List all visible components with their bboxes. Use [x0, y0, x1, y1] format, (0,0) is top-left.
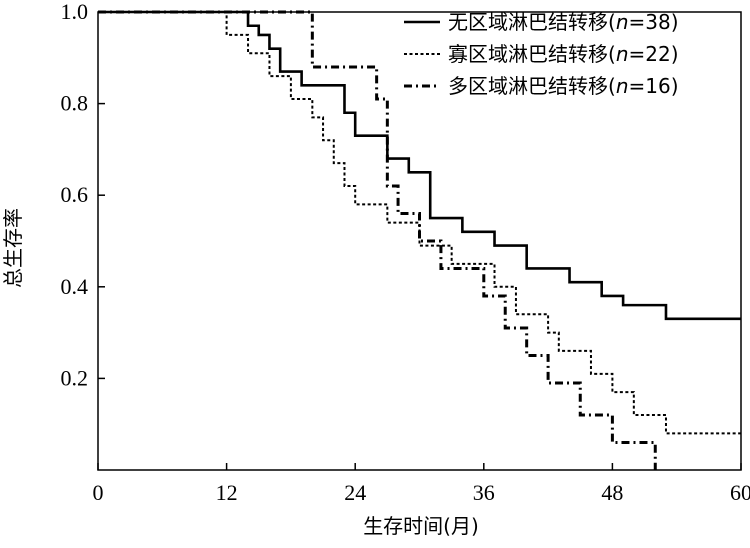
x-tick-label: 12 — [216, 480, 238, 505]
x-tick-label: 24 — [344, 480, 366, 505]
legend-label-3: 多区域淋巴结转移(n=16) — [448, 74, 679, 98]
ticks: 0 12 24 36 48 60 0.2 0.4 0.6 0.8 1.0 — [61, 0, 750, 505]
y-tick-label: 0.8 — [61, 91, 89, 116]
y-tick-label: 0.6 — [61, 182, 89, 207]
y-axis-title: 总生存率 — [1, 208, 25, 288]
plot-frame — [97, 11, 742, 471]
legend: 无区域淋巴结转移(n=38) 寡区域淋巴结转移(n=22) 多区域淋巴结转移(n=1… — [404, 10, 679, 98]
y-tick-label: 0.2 — [61, 365, 89, 390]
survival-curve-2 — [98, 11, 741, 435]
y-tick-label: 0.4 — [61, 274, 89, 299]
x-tick-label: 36 — [473, 480, 495, 505]
y-tick-label: 1.0 — [61, 0, 89, 24]
x-tick-label: 60 — [730, 480, 750, 505]
survival-curve-1 — [98, 10, 741, 321]
x-axis-title: 生存时间(月) — [363, 514, 479, 538]
survival-curve-3 — [98, 10, 657, 470]
survival-curves — [98, 10, 741, 470]
x-tick-label: 48 — [601, 480, 623, 505]
legend-label-1: 无区域淋巴结转移(n=38) — [448, 10, 679, 34]
x-tick-label: 0 — [93, 480, 104, 505]
legend-label-2: 寡区域淋巴结转移(n=22) — [448, 42, 679, 66]
axes — [97, 11, 742, 471]
